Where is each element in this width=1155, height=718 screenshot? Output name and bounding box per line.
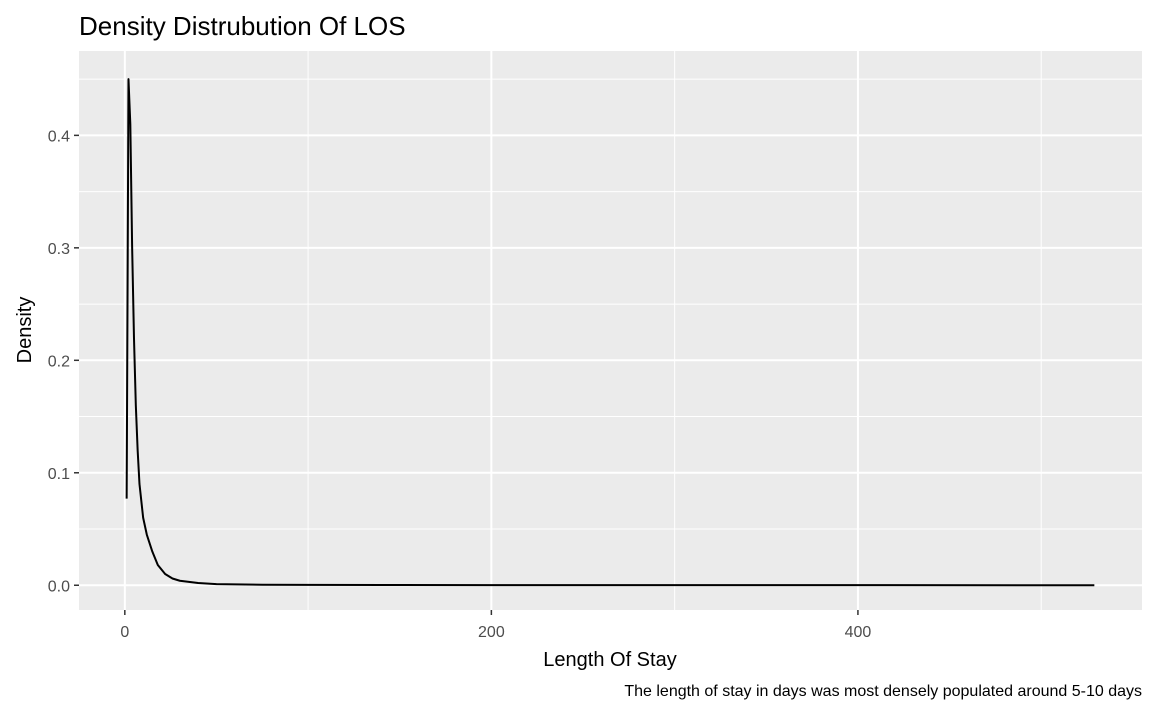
- density-line: [125, 78, 1095, 587]
- y-axis-title: Density: [14, 297, 36, 364]
- minor-gridlines: [79, 51, 1142, 610]
- y-tick-label: 0.1: [48, 466, 70, 483]
- x-axis-title: Length Of Stay: [543, 649, 676, 671]
- chart-title: Density Distrubution Of LOS: [79, 11, 406, 41]
- y-tick-label: 0.3: [48, 241, 70, 258]
- x-axis-ticks: 0 200 400: [120, 610, 871, 641]
- x-tick-label: 0: [120, 624, 129, 641]
- y-tick-label: 0.2: [48, 353, 70, 370]
- y-tick-label: 0.0: [48, 578, 70, 595]
- x-tick-label: 200: [478, 624, 505, 641]
- plot-panel: [79, 51, 1142, 610]
- y-axis-ticks: 0.0 0.1 0.2 0.3 0.4: [48, 128, 79, 595]
- y-tick-label: 0.4: [48, 128, 70, 145]
- chart-caption: The length of stay in days was most dens…: [624, 683, 1142, 700]
- x-tick-label: 400: [845, 624, 872, 641]
